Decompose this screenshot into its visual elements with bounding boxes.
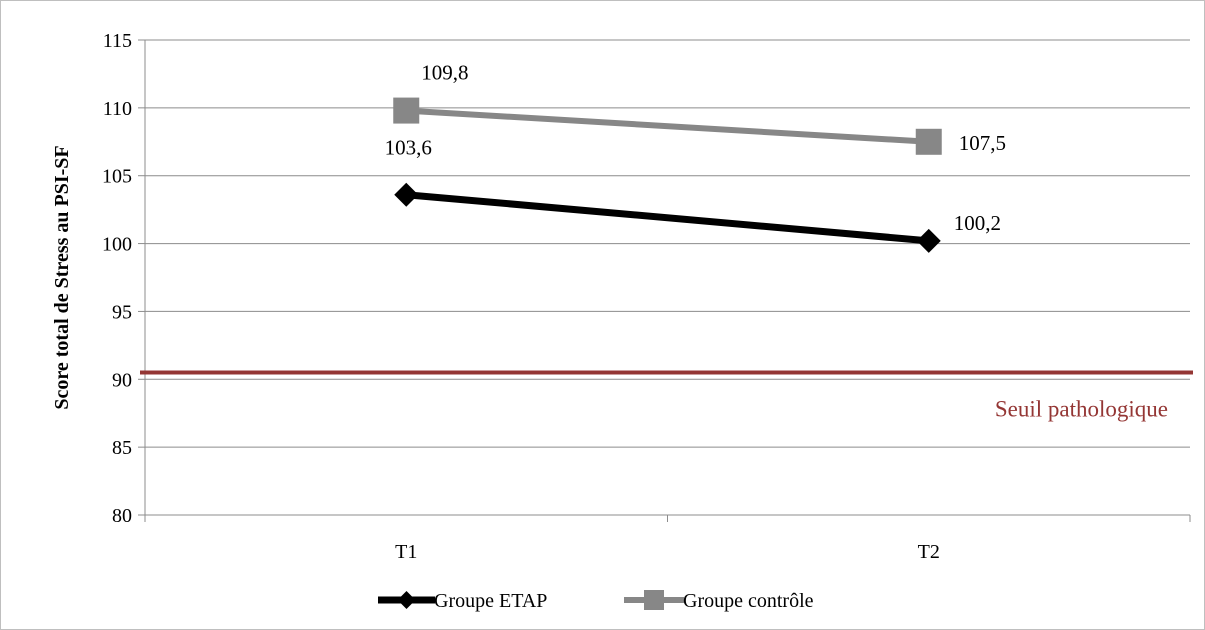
- y-tick-label-115: 115: [103, 30, 132, 52]
- y-axis-title: Score total de Stress au PSI-SF: [51, 145, 73, 409]
- axes: 80 85 90 95 100 105 110 115 T1 T2: [102, 30, 1191, 563]
- marker-groupe-etap-T1: [394, 182, 419, 207]
- legend-label-groupe-etap: Groupe ETAP: [434, 590, 547, 612]
- y-tick-label-110: 110: [103, 98, 132, 120]
- threshold-label: Seuil pathologique: [995, 397, 1168, 422]
- y-tick-label-95: 95: [112, 301, 132, 323]
- y-tick-label-105: 105: [102, 166, 132, 188]
- series-line-groupe-etap: [405, 191, 930, 245]
- data-label-groupe-contr-le-T2: 107,5: [959, 131, 1006, 155]
- series-line-groupe-contr-le: [406, 107, 929, 145]
- threshold-group: Seuil pathologique: [140, 370, 1193, 422]
- gridlines: [145, 39, 1190, 448]
- marker-groupe-contr-le-T1: [393, 97, 420, 124]
- data-label-groupe-etap-T1: 103,6: [385, 136, 432, 160]
- series-group: 103,6 100,2 109,8 107,5: [385, 61, 1006, 253]
- y-tick-label-85: 85: [112, 437, 132, 459]
- legend-marker-groupe-contr-le: [644, 590, 664, 610]
- y-tick-label-100: 100: [102, 234, 132, 256]
- marker-groupe-etap-T2: [916, 228, 941, 253]
- data-label-groupe-contr-le-T1: 109,8: [421, 61, 468, 85]
- x-tick-label-T1: T1: [395, 541, 417, 563]
- legend-marker-groupe-etap: [397, 591, 416, 609]
- y-tick-label-80: 80: [112, 505, 132, 527]
- legend: Groupe ETAP Groupe contrôle: [378, 590, 814, 612]
- marker-groupe-contr-le-T2: [915, 128, 942, 155]
- y-tick-label-90: 90: [112, 369, 132, 391]
- legend-label-groupe-contr-le: Groupe contrôle: [683, 590, 814, 612]
- x-tick-label-T2: T2: [918, 541, 940, 563]
- data-label-groupe-etap-T2: 100,2: [954, 211, 1001, 235]
